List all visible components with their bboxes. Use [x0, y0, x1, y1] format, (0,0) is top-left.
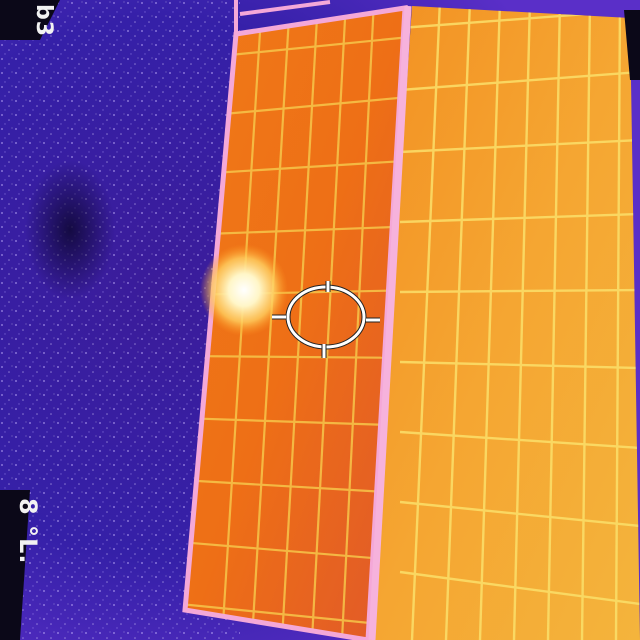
camera-readout-bottom: 8 °L. — [14, 498, 42, 565]
camera-readout-top: b3 — [31, 4, 56, 38]
spot-meter-crosshair-icon — [272, 281, 380, 358]
